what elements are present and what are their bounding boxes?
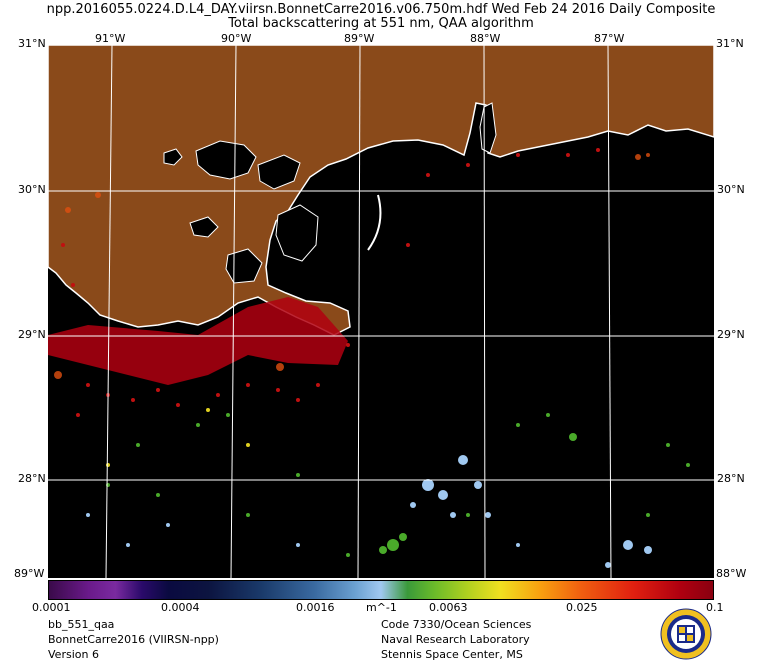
footer-version: Version 6 xyxy=(48,648,99,661)
footer-code: Code 7330/Ocean Sciences xyxy=(381,618,532,631)
backscatter-orange xyxy=(54,153,650,379)
lat-label-29n-right: 29°N xyxy=(717,328,745,341)
lat-label-28n-right: 28°N xyxy=(717,472,745,485)
lat-label-29n-left: 29°N xyxy=(18,328,46,341)
lat-label-28n-left: 28°N xyxy=(18,472,46,485)
lon-label-90w: 90°W xyxy=(221,32,252,45)
backscatter-red-scatter xyxy=(61,148,600,417)
colorbar-tick-0063: 0.0063 xyxy=(429,601,468,614)
lake-salvador xyxy=(189,216,219,238)
backscatter-green xyxy=(106,413,690,557)
lake-maurepas xyxy=(163,148,183,166)
lon-label-89w: 89°W xyxy=(344,32,375,45)
corner-label-top-left: 31°N xyxy=(18,37,46,50)
nrl-seal-icon xyxy=(660,608,712,660)
footer-lab: Naval Research Laboratory xyxy=(381,633,530,646)
colorbar-tick-0004: 0.0004 xyxy=(161,601,200,614)
colorbar-tick-01: 0.1 xyxy=(706,601,724,614)
colorbar-tick-0001: 0.0001 xyxy=(32,601,71,614)
colorbar-tick-025: 0.025 xyxy=(566,601,598,614)
backscatter-map xyxy=(48,45,714,578)
lat-label-30n-right: 30°N xyxy=(717,183,745,196)
backscatter-high-nearshore xyxy=(48,297,348,385)
map-subtitle: Total backscattering at 551 nm, QAA algo… xyxy=(228,16,534,31)
footer-location: Stennis Space Center, MS xyxy=(381,648,523,661)
corner-label-bottom-left: 89°W xyxy=(14,567,45,580)
colorbar xyxy=(48,580,714,600)
map-title: npp.2016055.0224.D.L4_DAY.viirsn.BonnetC… xyxy=(46,2,716,17)
corner-label-top-right: 31°N xyxy=(716,37,744,50)
chandeleur-arc xyxy=(367,194,382,251)
lon-label-88w: 88°W xyxy=(470,32,501,45)
colorbar-unit: m^-1 xyxy=(366,601,397,614)
corner-label-bottom-right: 88°W xyxy=(716,567,747,580)
lon-label-91w: 91°W xyxy=(95,32,126,45)
footer-dataset: BonnetCarre2016 (VIIRSN-npp) xyxy=(48,633,219,646)
backscatter-light-blue xyxy=(86,455,652,568)
lake-pontchartrain xyxy=(195,140,257,180)
coastal-marsh-water xyxy=(275,204,319,262)
lake-borgne xyxy=(257,154,301,190)
footer-product: bb_551_qaa xyxy=(48,618,115,631)
lon-label-87w: 87°W xyxy=(594,32,625,45)
colorbar-tick-0016: 0.0016 xyxy=(296,601,335,614)
lat-label-30n-left: 30°N xyxy=(18,183,46,196)
barataria-water xyxy=(225,248,263,284)
graticule xyxy=(48,45,714,578)
